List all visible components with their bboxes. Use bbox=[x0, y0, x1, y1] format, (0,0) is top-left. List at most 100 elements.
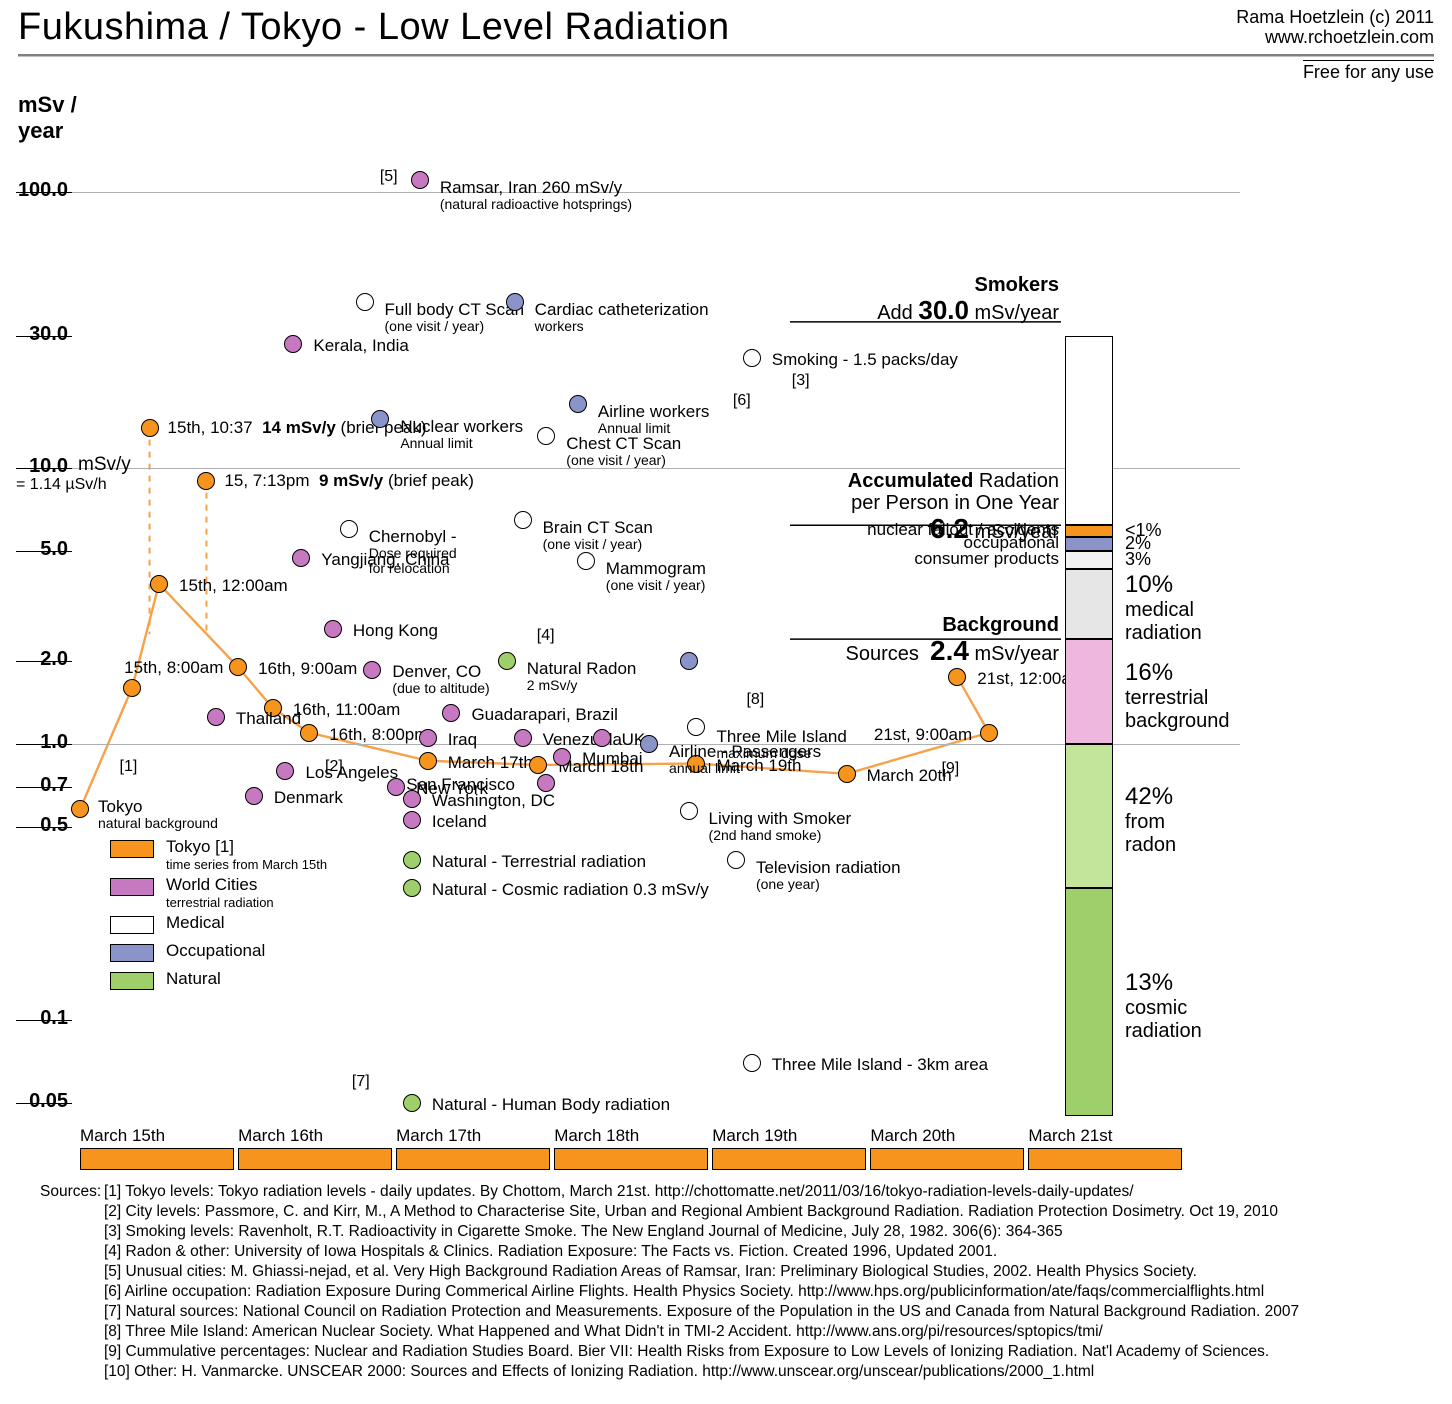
stack-segment-rlabel: consumer products bbox=[914, 549, 1059, 569]
data-point bbox=[498, 652, 516, 670]
data-point-label: Cardiac catheterization bbox=[535, 300, 709, 320]
data-point bbox=[727, 851, 745, 869]
credit-line-1: Rama Hoetzlein (c) 2011 bbox=[1236, 8, 1434, 28]
y-tick-mark bbox=[16, 192, 72, 193]
data-point-label: Nuclear workers bbox=[400, 417, 523, 437]
tokyo-peak-point bbox=[141, 419, 159, 437]
date-label: March 15th bbox=[80, 1126, 165, 1146]
data-point bbox=[276, 762, 294, 780]
data-point-label: Smoking - 1.5 packs/day bbox=[772, 350, 958, 370]
sources-label: Sources: bbox=[40, 1182, 101, 1201]
y-tick-mark bbox=[16, 744, 72, 745]
data-point bbox=[506, 293, 524, 311]
background-header: BackgroundSources 2.4 mSv/year bbox=[846, 614, 1059, 667]
data-point-sublabel: (one visit / year) bbox=[385, 318, 485, 334]
y-tick-mark bbox=[16, 1103, 72, 1104]
data-point-ref: [7] bbox=[352, 1073, 370, 1091]
data-point bbox=[687, 718, 705, 736]
tokyo-point bbox=[838, 765, 856, 783]
date-bar bbox=[870, 1148, 1024, 1170]
data-point-label: Mumbai bbox=[582, 749, 642, 769]
source-line: [10] Other: H. Vanmarcke. UNSCEAR 2000: … bbox=[104, 1362, 1424, 1381]
y-tick-note: mSv/y bbox=[78, 454, 131, 476]
y-tick-label: 0.5 bbox=[0, 814, 68, 837]
data-point bbox=[640, 735, 658, 753]
date-label: March 21st bbox=[1028, 1126, 1112, 1146]
data-point-label: San Francisco bbox=[406, 775, 515, 795]
data-point-label: Thailand bbox=[236, 709, 301, 729]
data-point-label: Natural - Cosmic radiation 0.3 mSv/y bbox=[432, 880, 709, 900]
tokyo-point bbox=[300, 724, 318, 742]
stack-segment bbox=[1065, 744, 1113, 888]
legend-label: Tokyo [1]time series from March 15th bbox=[166, 837, 327, 872]
tokyo-peak-point bbox=[197, 472, 215, 490]
date-label: March 18th bbox=[554, 1126, 639, 1146]
data-point-sublabel: (natural radioactive hotsprings) bbox=[440, 196, 632, 212]
data-point bbox=[324, 620, 342, 638]
date-label: March 19th bbox=[712, 1126, 797, 1146]
data-point-label: Hong Kong bbox=[353, 621, 438, 641]
chart-title: Fukushima / Tokyo - Low Level Radiation bbox=[18, 6, 730, 49]
data-point-sublabel: for relocation bbox=[369, 560, 450, 576]
data-point bbox=[514, 729, 532, 747]
legend-swatch bbox=[110, 878, 154, 896]
data-point-label: Television radiation bbox=[756, 858, 901, 878]
legend-swatch bbox=[110, 972, 154, 990]
tokyo-point bbox=[980, 724, 998, 742]
data-point bbox=[340, 520, 358, 538]
stack-segment bbox=[1065, 336, 1113, 525]
source-line: [6] Airline occupation: Radiation Exposu… bbox=[104, 1282, 1424, 1301]
date-bar bbox=[554, 1148, 708, 1170]
legend-swatch bbox=[110, 916, 154, 934]
tokyo-point-label: Tokyo bbox=[98, 797, 142, 817]
data-point-sublabel: (due to altitude) bbox=[392, 680, 489, 696]
tokyo-point-label: 21st, 9:00am bbox=[874, 725, 972, 745]
tokyo-point bbox=[529, 756, 547, 774]
data-point-sublabel: Dose required bbox=[369, 545, 457, 561]
gridline bbox=[20, 192, 1240, 193]
data-point-sublabel: workers bbox=[535, 318, 584, 334]
tokyo-point-label: 16th, 11:00am bbox=[293, 700, 400, 720]
data-point-label: Iraq bbox=[448, 730, 477, 750]
data-point bbox=[537, 427, 555, 445]
data-point bbox=[292, 549, 310, 567]
data-point-ref: [3] bbox=[792, 372, 810, 390]
data-point bbox=[743, 1054, 761, 1072]
credit-line-3: Free for any use bbox=[1303, 60, 1434, 83]
y-tick-label: 5.0 bbox=[0, 538, 68, 561]
y-tick-mark bbox=[16, 551, 72, 552]
legend-swatch bbox=[110, 944, 154, 962]
data-point-label: Ramsar, Iran 260 mSv/y bbox=[440, 178, 622, 198]
data-point-sublabel: Annual limit bbox=[400, 435, 472, 451]
data-point-sublabel: (one visit / year) bbox=[606, 577, 706, 593]
stack-segment bbox=[1065, 537, 1113, 551]
y-tick-mark bbox=[16, 787, 72, 788]
tokyo-point bbox=[419, 752, 437, 770]
y-tick-label: 100.0 bbox=[0, 179, 68, 202]
date-bar bbox=[80, 1148, 234, 1170]
data-point-sublabel: 2 mSv/y bbox=[527, 677, 578, 693]
data-point-sublabel: Annual limit bbox=[598, 420, 670, 436]
data-point-label: Three Mile Island - 3km area bbox=[772, 1055, 988, 1075]
data-point-label: Kerala, India bbox=[313, 336, 408, 356]
credit-line-2: www.rchoetzlein.com bbox=[1265, 28, 1434, 48]
source-line: [9] Cummulative percentages: Nuclear and… bbox=[104, 1342, 1424, 1361]
data-point bbox=[403, 811, 421, 829]
data-point-ref: [8] bbox=[746, 691, 764, 709]
data-point bbox=[743, 349, 761, 367]
data-point bbox=[537, 774, 555, 792]
data-point bbox=[363, 661, 381, 679]
stack-segment bbox=[1065, 888, 1113, 1115]
date-label: March 17th bbox=[396, 1126, 481, 1146]
source-line: [5] Unusual cities: M. Ghiassi-nejad, et… bbox=[104, 1262, 1424, 1281]
legend-label: Natural bbox=[166, 969, 221, 989]
data-point-label: Airline - Passengers bbox=[669, 742, 821, 762]
data-point-label: Chest CT Scan bbox=[566, 434, 681, 454]
data-point bbox=[419, 729, 437, 747]
legend-swatch bbox=[110, 840, 154, 858]
data-point-label: Denmark bbox=[274, 788, 343, 808]
tokyo-point bbox=[948, 668, 966, 686]
source-line: [2] City levels: Passmore, C. and Kirr, … bbox=[104, 1202, 1424, 1221]
stack-segment bbox=[1065, 639, 1113, 744]
data-point bbox=[593, 729, 611, 747]
